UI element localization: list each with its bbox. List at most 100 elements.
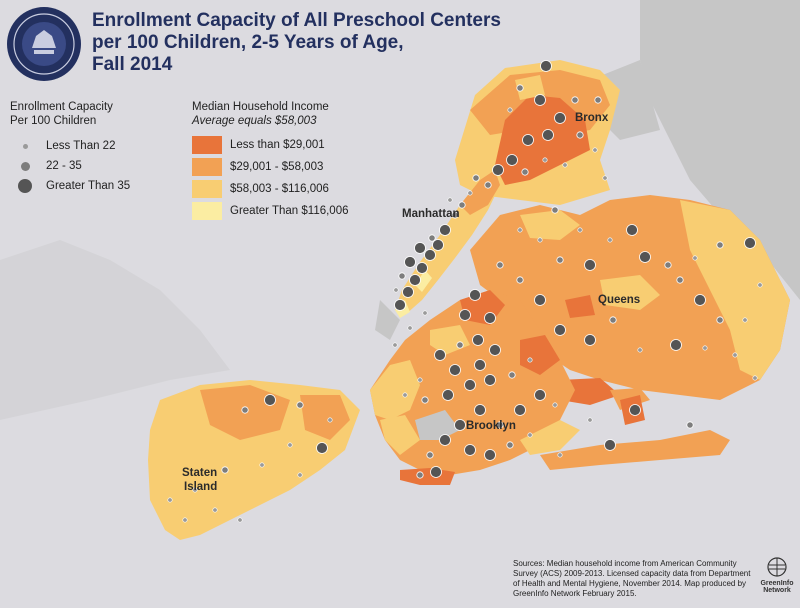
capacity-dot-116 — [297, 472, 303, 478]
capacity-dot-93 — [430, 466, 442, 478]
queens-label: Queens — [598, 294, 641, 306]
capacity-dot-77 — [464, 379, 476, 391]
capacity-dot-99 — [604, 439, 616, 451]
capacity-dot-87 — [426, 451, 434, 459]
capacity-dot-56 — [496, 261, 504, 269]
capacity-dot-11 — [521, 168, 529, 176]
capacity-dot-34 — [458, 201, 466, 209]
capacity-dot-23 — [432, 239, 444, 251]
capacity-dot-60 — [577, 227, 583, 233]
capacity-dot-82 — [514, 404, 526, 416]
capacity-dot-0 — [540, 60, 552, 72]
capacity-dot-71 — [449, 364, 461, 376]
capacity-dot-92 — [416, 471, 424, 479]
income-swatch — [192, 180, 222, 198]
capacity-dot-113 — [212, 507, 218, 513]
income-swatch — [192, 158, 222, 176]
capacity-dot-102 — [557, 452, 563, 458]
capacity-dot-24 — [424, 249, 436, 261]
capacity-dot-94 — [392, 342, 398, 348]
capacity-dot-76 — [442, 389, 454, 401]
income-swatch — [192, 136, 222, 154]
source-note: Sources: Median household income from Am… — [513, 559, 751, 598]
capacity-dot-3 — [516, 84, 524, 92]
capacity-dot-70 — [474, 359, 486, 371]
capacity-dot-58 — [584, 259, 596, 271]
capacity-dot-7 — [576, 131, 584, 139]
capacity-dot-44 — [742, 317, 748, 323]
map-title: Enrollment Capacity of All Preschool Cen… — [92, 10, 501, 76]
capacity-dot-79 — [508, 371, 516, 379]
income-legend-subtitle: Average equals $58,003 — [192, 115, 317, 127]
capacity-dot-89 — [484, 449, 496, 461]
income-legend-item: Greater Than $116,006 — [192, 200, 349, 222]
capacity-dot-81 — [534, 389, 546, 401]
income-legend-label: $58,003 - $116,006 — [230, 183, 329, 195]
capacity-dot-43 — [716, 316, 724, 324]
title-line-1: Enrollment Capacity of All Preschool Cen… — [92, 10, 501, 31]
capacity-dot-83 — [496, 421, 504, 429]
capacity-dot-22 — [439, 224, 451, 236]
capacity-dot-14 — [592, 147, 598, 153]
capacity-legend-label: Less Than 22 — [46, 140, 116, 152]
capacity-dot-78 — [484, 374, 496, 386]
capacity-dot-104 — [241, 406, 249, 414]
capacity-dot-49 — [752, 375, 758, 381]
capacity-dot-39 — [716, 241, 724, 249]
capacity-dot-37 — [664, 261, 672, 269]
capacity-dot-112 — [167, 497, 173, 503]
capacity-dot-30 — [414, 242, 426, 254]
capacity-dot-106 — [327, 417, 333, 423]
capacity-dot-21 — [451, 211, 459, 219]
income-legend-item: $58,003 - $116,006 — [192, 178, 349, 200]
capacity-dot-17 — [484, 181, 492, 189]
capacity-dot-12 — [542, 157, 548, 163]
capacity-legend-item-large: Greater Than 35 — [10, 176, 130, 196]
manhattan-label: Manhattan — [402, 208, 460, 220]
capacity-dot-48 — [732, 352, 738, 358]
greeninfo-globe-icon — [767, 557, 787, 577]
capacity-dot-19 — [467, 190, 473, 196]
capacity-dot-28 — [394, 299, 406, 311]
staten-island-label-1: Staten — [182, 467, 218, 479]
capacity-dot-26 — [409, 274, 421, 286]
capacity-dot-38 — [692, 255, 698, 261]
capacity-legend-label: Greater Than 35 — [46, 180, 131, 192]
capacity-dot-95 — [407, 325, 413, 331]
capacity-dot-80 — [527, 357, 533, 363]
capacity-dot-65 — [459, 309, 471, 321]
capacity-dot-73 — [417, 377, 423, 383]
capacity-dot-96 — [422, 310, 428, 316]
title-line-2: per 100 Children, 2-5 Years of Age, — [92, 32, 404, 53]
capacity-dot-98 — [587, 417, 593, 423]
capacity-dot-85 — [454, 419, 466, 431]
income-swatch — [192, 202, 222, 220]
capacity-legend-item-small: Less Than 22 — [10, 136, 130, 156]
capacity-dot-74 — [402, 392, 408, 398]
capacity-dot-31 — [404, 256, 416, 268]
capacity-dot-51 — [609, 316, 617, 324]
capacity-dots — [167, 60, 763, 523]
income-legend-title: Median Household Income — [192, 101, 329, 113]
income-legend-item: Less than $29,001 — [192, 134, 349, 156]
income-legend-item: $29,001 - $58,003 — [192, 156, 349, 178]
capacity-legend-item-medium: 22 - 35 — [10, 156, 130, 176]
capacity-dot-88 — [464, 444, 476, 456]
capacity-dot-32 — [398, 272, 406, 280]
staten-island-label-2: Island — [184, 481, 218, 493]
capacity-dot-75 — [421, 396, 429, 404]
capacity-dot-50 — [637, 347, 643, 353]
capacity-dot-42 — [676, 276, 684, 284]
bronx-label: Bronx — [575, 112, 609, 124]
capacity-dot-67 — [472, 334, 484, 346]
capacity-dot-84 — [474, 404, 486, 416]
capacity-dot-29 — [428, 234, 436, 242]
capacity-dot-105 — [296, 401, 304, 409]
income-legend: Median Household Income Average equals $… — [192, 100, 349, 222]
capacity-dot-109 — [259, 462, 265, 468]
medium-dot-icon — [20, 161, 30, 171]
capacity-dot-27 — [402, 286, 414, 298]
capacity-dot-62 — [517, 227, 523, 233]
capacity-dot-10 — [506, 154, 518, 166]
